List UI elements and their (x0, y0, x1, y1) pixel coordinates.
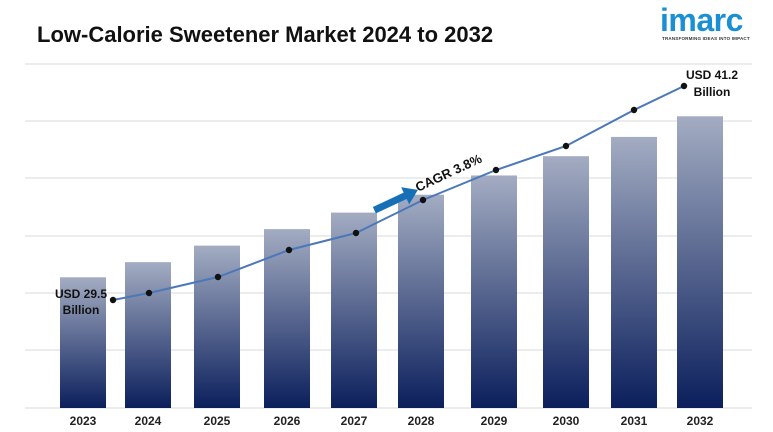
x-tick-label-2028: 2028 (408, 414, 435, 428)
x-tick-label-2023: 2023 (70, 414, 97, 428)
x-tick-label-2025: 2025 (204, 414, 231, 428)
trend-marker-2023 (109, 296, 117, 304)
bars (60, 116, 723, 409)
bar-2032 (677, 116, 723, 409)
bar-2028 (398, 194, 444, 408)
bar-2024 (125, 262, 171, 408)
trend-marker-2028 (419, 196, 427, 204)
bar-2027 (331, 212, 377, 408)
trend-line-path (112, 85, 685, 301)
x-tick-label-2024: 2024 (135, 414, 162, 428)
imarc-logo: imarc TRANSFORMING IDEAS INTO IMPACT (660, 4, 768, 46)
bar-2025 (194, 245, 240, 408)
trend-marker-2030 (562, 142, 570, 150)
bar-2026 (264, 229, 310, 408)
trend-marker-2032 (680, 82, 688, 90)
logo-wordmark: imarc (660, 2, 743, 38)
cagr-arrow-head (401, 187, 418, 205)
x-tick-label-2027: 2027 (341, 414, 368, 428)
x-axis-labels: 2023 2024 2025 2026 2027 2028 2029 2030 2031 2032 (70, 414, 714, 428)
annotation-end-unit: Billion (694, 85, 731, 99)
x-tick-label-2030: 2030 (553, 414, 580, 428)
x-tick-label-2031: 2031 (621, 414, 648, 428)
cagr-arrow-icon (372, 187, 418, 214)
bar-2029 (471, 175, 517, 408)
trend-marker-2027 (352, 229, 360, 237)
cagr-arrow-shaft (372, 191, 409, 214)
trend-marker-2031 (630, 106, 638, 114)
annotation-end-value: USD 41.2 (686, 68, 738, 82)
trend-line (109, 82, 688, 304)
trend-marker-2025 (214, 273, 222, 281)
trend-marker-2029 (492, 166, 500, 174)
bar-2023 (60, 277, 106, 408)
x-tick-label-2032: 2032 (687, 414, 714, 428)
bar-2031 (611, 136, 657, 409)
x-tick-label-2026: 2026 (274, 414, 301, 428)
annotation-start-unit: Billion (63, 303, 100, 317)
trend-marker-2026 (285, 246, 293, 254)
chart-title: Low-Calorie Sweetener Market 2024 to 203… (37, 22, 494, 47)
x-tick-label-2029: 2029 (481, 414, 508, 428)
logo-tagline: TRANSFORMING IDEAS INTO IMPACT (662, 36, 750, 41)
annotation-start-value: USD 29.5 (55, 287, 107, 301)
trend-marker-2024 (145, 289, 153, 297)
bar-2030 (543, 156, 589, 408)
